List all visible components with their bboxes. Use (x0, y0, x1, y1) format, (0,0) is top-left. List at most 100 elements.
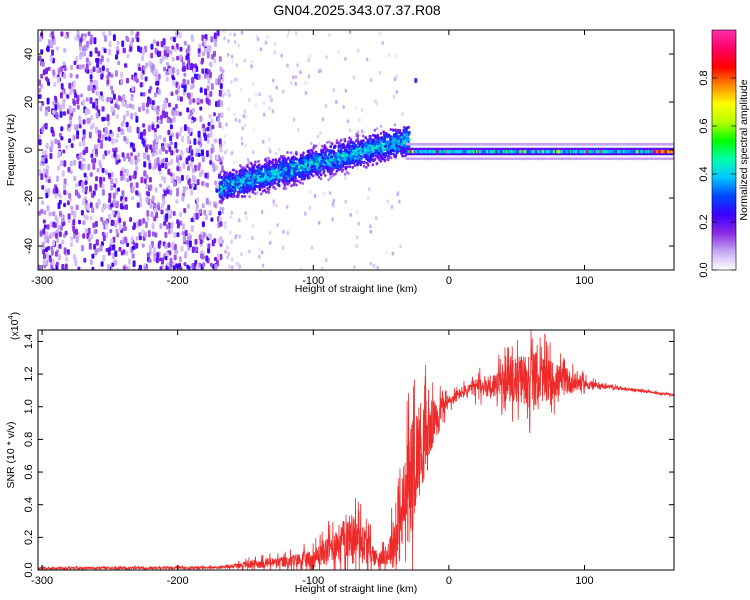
spectrogram-cell (53, 222, 57, 228)
spectrogram-cell (94, 47, 98, 54)
spectrogram-cell (278, 166, 282, 170)
spectrogram-cell (223, 140, 226, 145)
spectrogram-cell (359, 163, 363, 167)
spectrogram-cell (247, 160, 250, 165)
spectrogram-cell (94, 220, 98, 228)
spectrogram-cell (55, 112, 59, 120)
spectrogram-cell (74, 92, 77, 99)
spectrogram-cell (292, 75, 295, 80)
spectrogram-cell (42, 150, 46, 156)
spectrogram-cell (110, 105, 114, 113)
spectrogram-cell (70, 65, 73, 71)
spectrogram-cell (282, 187, 286, 191)
spectrogram-cell (313, 167, 316, 171)
spectrogram-cell (399, 138, 403, 142)
spectrogram-cell (61, 263, 65, 270)
spectrogram-cell (122, 266, 126, 270)
spectrogram-cell (332, 198, 335, 203)
spectrogram-cell (68, 193, 72, 199)
spectrogram-cell (259, 186, 262, 190)
spectrogram-cell (176, 165, 180, 172)
spectrogram-cell (348, 128, 352, 133)
spectrogram-cell (151, 64, 155, 72)
spectrogram-cell (58, 199, 62, 205)
spectrogram-cell (262, 112, 266, 117)
spectrogram-cell (361, 152, 364, 156)
spectrogram-cell (370, 153, 373, 157)
spectrogram-cell (237, 262, 240, 267)
spectrogram-cell (83, 214, 87, 220)
spectrogram-cell (82, 157, 85, 162)
spectrogram-cell (119, 170, 123, 177)
spectrogram-cell (170, 91, 174, 97)
spectrogram-cell (255, 171, 258, 175)
spectrogram-cell (165, 76, 169, 82)
spectrogram-cell (402, 129, 406, 133)
spectrogram-cell (403, 154, 406, 158)
spectrogram-cell (183, 65, 186, 72)
spectrogram-cell (223, 36, 226, 41)
spectrogram-cell (97, 129, 101, 135)
spectrogram-cell (49, 153, 53, 160)
spectrogram-cell (363, 161, 366, 165)
spectrogram-cell (358, 147, 361, 151)
spectrogram-cell (82, 149, 86, 156)
spectrogram-cell (270, 183, 274, 187)
spectrogram-cell (340, 138, 343, 142)
spectrogram-cell (40, 245, 44, 250)
spectrogram-cell (230, 210, 233, 215)
spectrogram-cell (161, 163, 165, 169)
spectrogram-cell (46, 224, 50, 230)
spectrogram-cell (342, 105, 345, 109)
spectrogram-cell (101, 206, 105, 213)
spectrogram-cell (190, 119, 194, 124)
spectrogram-cell (152, 39, 156, 45)
spectrogram-cell (89, 202, 93, 209)
spectrogram-cell (326, 140, 329, 144)
spectrogram-cell (322, 167, 325, 171)
spectrogram-cell (238, 264, 242, 269)
spectrogram-cell (102, 234, 106, 242)
spectrogram-cell (171, 45, 175, 50)
spectrogram-cell (155, 150, 159, 156)
spectrogram-cell (78, 142, 82, 147)
spectrogram-cell (45, 192, 49, 199)
spectrogram-cell (209, 262, 213, 267)
spectrogram-cell (122, 114, 126, 121)
spectrogram-cell (64, 230, 68, 236)
spectrogram-cell (262, 178, 266, 182)
spectrogram-cell (369, 229, 373, 234)
spectrogram-cell (373, 157, 377, 161)
spectrogram-cell (226, 245, 229, 250)
spectrogram-cell (117, 211, 121, 217)
spectrogram-cell (355, 166, 359, 171)
spectrogram-cell (110, 171, 114, 178)
spectrogram-cell (355, 244, 358, 249)
spectrogram-cell (202, 123, 206, 129)
spectrogram-cell (402, 143, 405, 147)
spectrogram-cell (145, 221, 148, 229)
spectrogram-cell (286, 63, 289, 68)
spectrogram-cell (184, 251, 188, 258)
spectrogram-cell (220, 192, 224, 196)
spectrogram-cell (68, 82, 72, 89)
spectrogram-cell (90, 115, 94, 121)
spectrogram-cell (142, 92, 146, 97)
spectrogram-cell (289, 151, 293, 155)
spectrogram-cell (228, 230, 232, 235)
spectrogram-cell (196, 179, 200, 186)
spectrogram-cell (69, 170, 73, 175)
spectrogram-cell (51, 35, 55, 40)
spectrogram-cell (402, 125, 406, 129)
spectrogram-cell (40, 73, 44, 79)
spectrogram-cell (63, 183, 67, 190)
spectrogram-cell (214, 264, 218, 270)
spectrogram-cell (145, 108, 149, 115)
spectrogram-cell (114, 177, 118, 185)
spectrogram-cell (87, 227, 91, 235)
spectrogram-cell (258, 92, 261, 97)
spectrogram-cell (172, 80, 176, 87)
spectrogram-cell (87, 31, 91, 36)
spectrogram-cell (274, 175, 278, 179)
spectrogram-cell (89, 259, 93, 266)
